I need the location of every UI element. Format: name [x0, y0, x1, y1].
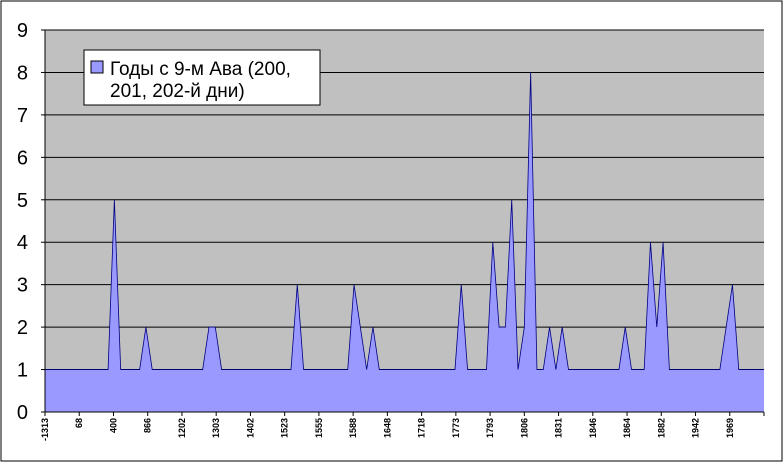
- legend: Годы с 9-м Ава (200, 201, 202-й дни): [83, 49, 321, 106]
- y-tick-label: 3: [17, 275, 28, 297]
- x-tick-label: 1718: [417, 418, 427, 438]
- series-line: [45, 72, 764, 370]
- y-tick-label: 5: [17, 190, 28, 212]
- y-tick-label: 2: [17, 317, 28, 339]
- x-tick-label: 1523: [280, 418, 290, 438]
- y-axis-tick-labels: 0 1 2 3 4 5 6 7 8 9: [17, 20, 28, 424]
- x-tick-label: 1793: [485, 418, 495, 438]
- x-tick-label: 1969: [725, 418, 735, 438]
- x-tick-label: 1588: [348, 418, 358, 438]
- x-tick-label: 1202: [177, 418, 187, 438]
- x-tick-label: 1773: [451, 418, 461, 438]
- legend-swatch: [90, 60, 104, 74]
- series-area: [45, 72, 764, 412]
- x-tick-label: 1942: [691, 418, 701, 438]
- legend-box: [83, 49, 321, 106]
- y-tick-label: 1: [17, 360, 28, 382]
- y-tick-label: 6: [17, 147, 28, 169]
- x-tick-label: 400: [109, 418, 119, 433]
- x-tick-label: 1882: [656, 418, 666, 438]
- x-tick-label: 1303: [211, 418, 221, 438]
- y-tick-label: 7: [17, 105, 28, 127]
- x-tick-label: 1806: [519, 418, 529, 438]
- y-tick-label: 4: [17, 232, 28, 254]
- x-tick-label: 68: [74, 418, 84, 428]
- x-axis-tick-labels: -1313 68 400 866 1202 1303 1402 1523 1555 1588 164…: [40, 418, 735, 441]
- series-layer: [45, 72, 764, 412]
- gridlines: [45, 29, 764, 371]
- x-tick-label: 1402: [245, 418, 255, 438]
- x-tick-label: 1846: [588, 418, 598, 438]
- x-tick-label: 1555: [314, 418, 324, 438]
- x-tick-label: 1648: [382, 418, 392, 438]
- x-tick-label: -1313: [40, 418, 50, 441]
- y-tick-label: 9: [17, 20, 28, 42]
- x-tick-label: 1864: [622, 418, 632, 438]
- x-tick-label: 866: [143, 418, 153, 433]
- y-tick-label: 0: [17, 402, 28, 424]
- legend-label: Годы с 9-м Ава (200, 201, 202-й дни): [110, 59, 296, 102]
- axes: [41, 29, 765, 416]
- y-tick-label: 8: [17, 62, 28, 84]
- x-tick-label: 1831: [554, 418, 564, 438]
